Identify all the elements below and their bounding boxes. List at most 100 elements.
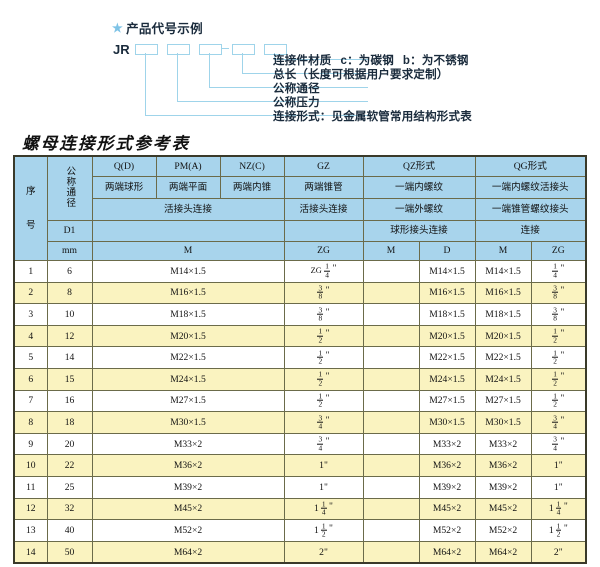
table-row: 11 25 M39×2 1" M39×2 M39×2 1": [13, 475, 588, 499]
code-dash-separator: [222, 48, 229, 50]
cell-qg-m: M52×2: [474, 519, 532, 542]
header-nominal-diameter: 公称通径: [46, 155, 93, 221]
cell-qg-zg: 1 2 ": [530, 389, 588, 413]
cell-d1: 16: [46, 389, 93, 413]
cell-qg-m: M36×2: [474, 454, 532, 477]
cell-d1: 50: [46, 540, 93, 565]
label-connector-material-stainless: b：为不锈钢: [402, 55, 469, 67]
cell-qg-zg: 1 2 ": [530, 346, 588, 369]
cell-thread-m: M18×1.5: [91, 303, 285, 326]
cell-qg-zg: 1 4 ": [530, 260, 588, 283]
cell-d1: 18: [46, 411, 93, 434]
header-sub-zg-qg: ZG: [530, 241, 588, 261]
cell-gz-zg: 3 4 ": [283, 432, 364, 456]
header-sub-zg-gz: ZG: [283, 241, 364, 261]
cell-seq: 10: [13, 454, 48, 477]
cell-qz-m: [362, 475, 420, 499]
cell-seq: 13: [13, 519, 48, 542]
leader-line-conn-form-h: [145, 114, 368, 116]
cell-qg-m: M45×2: [474, 497, 532, 521]
cell-qz-m: [362, 432, 420, 456]
table-row: 14 50 M64×2 2" M64×2 M64×2 2": [13, 540, 588, 565]
table-row: 7 16 M27×1.5 1 2 " M27×1.5 M27×1.5 1 2 ": [13, 389, 588, 413]
cell-seq: 12: [13, 497, 48, 521]
table-row: 6 15 M24×1.5 1 2 " M24×1.5 M24×1.5 1 2 ": [13, 367, 588, 391]
cell-qg-m: M18×1.5: [474, 303, 532, 326]
cell-thread-m: M36×2: [91, 454, 285, 477]
cell-qg-zg: 1": [530, 475, 588, 499]
cell-gz-zg: 1 2 ": [283, 346, 364, 369]
header-row-end-types: 两端球形 两端平面 两端内锥 两端锥管 一端内螺纹 一端内螺纹活接头: [14, 176, 588, 199]
cell-qg-m: M30×1.5: [474, 411, 532, 434]
cell-qz-m: [362, 346, 420, 369]
leader-line-pressure-h: [177, 100, 368, 102]
cell-seq: 7: [13, 389, 48, 413]
header-qg-desc: 一端内螺纹活接头: [474, 176, 588, 199]
cell-gz-zg: 3 8 ": [283, 281, 364, 305]
cell-d1: 20: [46, 432, 93, 456]
header-pma-desc: 两端平面: [155, 176, 221, 199]
header-qz-external-thread: 一端外螺纹: [362, 198, 476, 221]
header-unit-mm: mm: [46, 241, 93, 261]
cell-seq: 11: [13, 475, 48, 499]
header-qg-connection: 连接: [474, 220, 588, 242]
code-example-heading: ★ 产品代号示例: [112, 18, 203, 37]
header-qg-taper-thread: 一端锥管螺纹接头: [474, 198, 588, 221]
cell-qz-d: M39×2: [418, 475, 476, 499]
cell-qz-d: M30×1.5: [418, 411, 476, 434]
cell-gz-zg: 1 2 ": [283, 324, 364, 348]
cell-seq: 5: [13, 346, 48, 369]
cell-thread-m: M24×1.5: [91, 367, 285, 391]
code-prefix-jr: JR: [113, 42, 130, 57]
cell-qz-d: M24×1.5: [418, 367, 476, 391]
cell-gz-zg: 3 8 ": [283, 303, 364, 326]
header-d1: D1: [46, 220, 93, 242]
cell-thread-m: M20×1.5: [91, 324, 285, 348]
cell-qz-d: M20×1.5: [418, 324, 476, 348]
cell-qz-m: [362, 389, 420, 413]
header-sub-m-left: M: [91, 241, 285, 261]
cell-thread-m: M45×2: [91, 497, 285, 521]
page-title: 螺母连接形式参考表: [22, 134, 191, 153]
cell-qg-m: M24×1.5: [474, 367, 532, 391]
cell-d1: 32: [46, 497, 93, 521]
cell-qg-zg: 1 2 ": [530, 324, 588, 348]
header-sub-m-qz: M: [362, 241, 420, 261]
cell-qg-m: M14×1.5: [474, 260, 532, 283]
header-nzc-desc: 两端内锥: [219, 176, 285, 199]
cell-qz-m: [362, 411, 420, 434]
cell-qg-m: M39×2: [474, 475, 532, 499]
cell-qz-d: M52×2: [418, 519, 476, 542]
code-box-5: [264, 44, 287, 55]
cell-gz-zg: ZG 1 4 ": [283, 260, 364, 283]
leader-line-length-h: [242, 72, 368, 74]
cell-thread-m: M33×2: [91, 432, 285, 456]
table-row: 1 6 M14×1.5 ZG 1 4 " M14×1.5 M14×1.5 1 4 ": [13, 260, 588, 283]
header-qz-desc: 一端内螺纹: [362, 176, 476, 199]
header-seq-char2: 号: [25, 219, 36, 231]
header-seq-char1: 序: [25, 186, 36, 198]
header-left-union: 活接头连接: [91, 198, 285, 221]
cell-d1: 6: [46, 260, 93, 283]
table-row: 8 18 M30×1.5 3 4 " M30×1.5 M30×1.5 3 4 ": [13, 411, 588, 434]
label-nominal-pressure: 公称压力: [273, 97, 320, 109]
cell-thread-m: M52×2: [91, 519, 285, 542]
cell-qg-zg: 3 8 ": [530, 303, 588, 326]
cell-qg-zg: 3 8 ": [530, 281, 588, 305]
header-group-qg: QG形式: [474, 155, 588, 177]
spec-table: 序 号 公称通径 Q(D) PM(A) NZ(C) GZ QZ形式 QG形式 两…: [13, 155, 588, 565]
header-group-pma: PM(A): [155, 155, 221, 177]
leader-line-material-v: [274, 53, 276, 59]
cell-qz-d: M27×1.5: [418, 389, 476, 413]
cell-thread-m: M14×1.5: [91, 260, 285, 283]
star-icon: ★: [112, 20, 124, 35]
header-sub-m-qg: M: [474, 241, 532, 261]
cell-qz-d: M14×1.5: [418, 260, 476, 283]
cell-seq: 2: [13, 281, 48, 305]
cell-d1: 14: [46, 346, 93, 369]
code-box-4: [232, 44, 255, 55]
leader-line-pressure-v: [177, 53, 179, 101]
header-gz-desc: 两端锥管: [283, 176, 364, 199]
code-box-3: [199, 44, 222, 55]
cell-qz-d: M33×2: [418, 432, 476, 456]
